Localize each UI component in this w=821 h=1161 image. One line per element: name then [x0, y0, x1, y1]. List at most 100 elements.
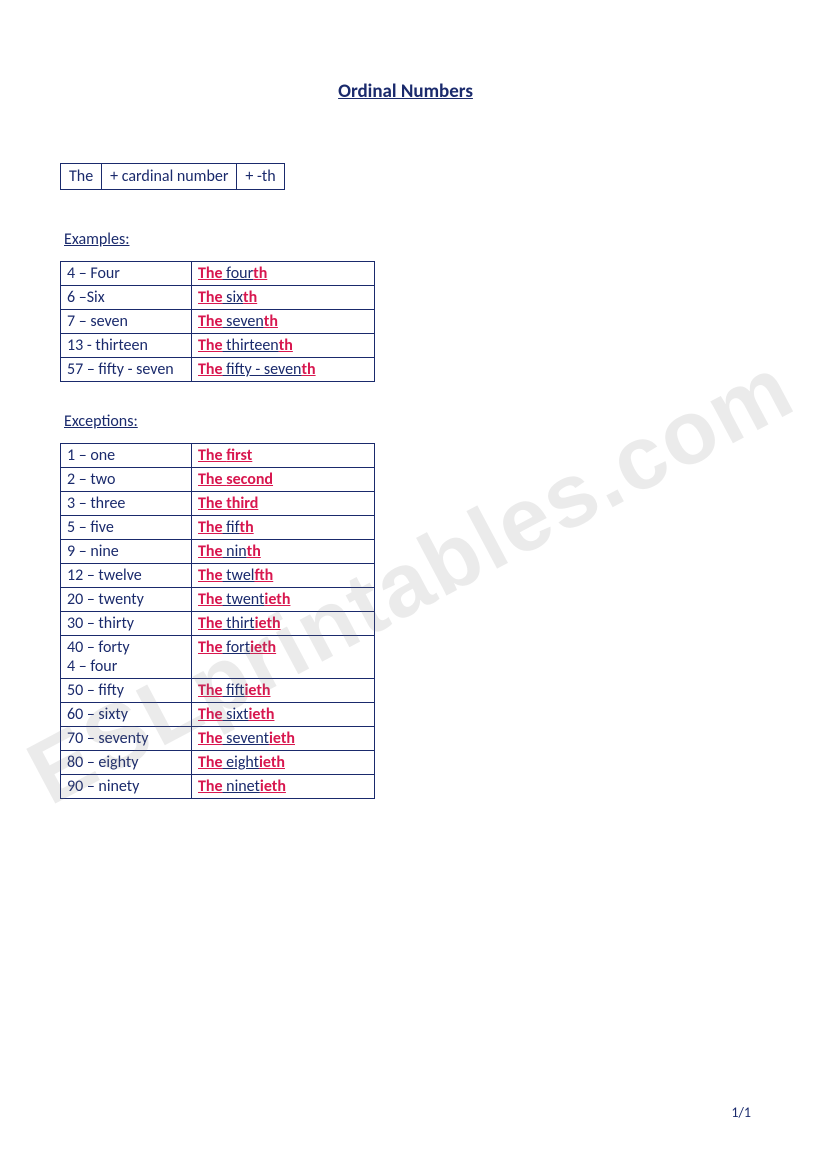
ordinal-suffix: ieth [260, 777, 286, 796]
ordinal-word: first [226, 446, 252, 465]
ordinal-the: The [198, 288, 223, 307]
ordinal-the: The [198, 566, 223, 585]
ordinal-the: The [198, 470, 226, 489]
ordinal-suffix: th [253, 264, 267, 283]
ordinal-the: The [198, 360, 223, 379]
cardinal-cell: 3 – three [61, 492, 192, 516]
cardinal-cell: 9 – nine [61, 540, 192, 564]
table-row: 6 –SixThe sixth [61, 286, 375, 310]
ordinal-stem: twel [223, 566, 255, 585]
ordinal-stem: four [223, 264, 254, 283]
ordinal-the: The [198, 336, 223, 355]
ordinal-stem: sixt [223, 705, 249, 724]
table-row: 13 - thirteenThe thirteenth [61, 334, 375, 358]
page-number: 1/1 [731, 1104, 751, 1121]
ordinal-cell: The ninth [192, 540, 375, 564]
ordinal-cell: The twentieth [192, 588, 375, 612]
ordinal-stem: thirteen [223, 336, 279, 355]
ordinal-suffix: th [247, 542, 261, 561]
ordinal-cell: The fortieth [192, 636, 375, 679]
table-row: 4 – FourThe fourth [61, 262, 375, 286]
ordinal-the: The [198, 446, 226, 465]
ordinal-word: second [226, 470, 273, 489]
ordinal-the: The [198, 312, 223, 331]
ordinal-stem: sevent [223, 729, 269, 748]
ordinal-the: The [198, 777, 223, 796]
ordinal-cell: The seventh [192, 310, 375, 334]
ordinal-the: The [198, 494, 226, 513]
ordinal-stem: nin [223, 542, 247, 561]
exceptions-heading: Exceptions: [64, 412, 751, 431]
examples-heading: Examples: [64, 230, 751, 249]
ordinal-stem: six [223, 288, 243, 307]
ordinal-cell: The seventieth [192, 727, 375, 751]
formula-cell-suffix: + -th [237, 164, 284, 190]
table-row: 12 – twelveThe twelfth [61, 564, 375, 588]
ordinal-cell: The fourth [192, 262, 375, 286]
ordinal-suffix: th [243, 288, 257, 307]
ordinal-the: The [198, 638, 223, 657]
ordinal-suffix: ieth [245, 681, 271, 700]
table-row: 50 – fiftyThe fiftieth [61, 679, 375, 703]
ordinal-stem: twent [223, 590, 265, 609]
table-row: 2 – two The second [61, 468, 375, 492]
ordinal-suffix: ieth [259, 753, 285, 772]
cardinal-cell: 80 – eighty [61, 751, 192, 775]
table-row: 57 – fifty - sevenThe fifty - seventh [61, 358, 375, 382]
cardinal-cell: 12 – twelve [61, 564, 192, 588]
ordinal-suffix: ieth [248, 705, 274, 724]
table-row: 7 – sevenThe seventh [61, 310, 375, 334]
cardinal-cell: 90 – ninety [61, 775, 192, 799]
formula-cell-cardinal: + cardinal number [102, 164, 237, 190]
ordinal-the: The [198, 681, 223, 700]
table-row: 70 – seventyThe seventieth [61, 727, 375, 751]
table-row: 90 – ninetyThe ninetieth [61, 775, 375, 799]
cardinal-cell: 6 –Six [61, 286, 192, 310]
formula-cell-the: The [61, 164, 102, 190]
ordinal-cell: The thirtieth [192, 612, 375, 636]
ordinal-the: The [198, 753, 223, 772]
cardinal-cell: 20 – twenty [61, 588, 192, 612]
cardinal-cell: 57 – fifty - seven [61, 358, 192, 382]
ordinal-cell: The fiftieth [192, 679, 375, 703]
cardinal-cell: 70 – seventy [61, 727, 192, 751]
ordinal-stem: fift [223, 681, 245, 700]
ordinal-suffix: th [240, 518, 254, 537]
examples-table: 4 – FourThe fourth6 –SixThe sixth7 – sev… [60, 261, 375, 382]
ordinal-stem: ninet [223, 777, 260, 796]
ordinal-stem: seven [223, 312, 264, 331]
formula-table: The + cardinal number + -th [60, 163, 285, 190]
table-row: 9 – nineThe ninth [61, 540, 375, 564]
ordinal-word: third [226, 494, 258, 513]
table-row: 60 – sixtyThe sixtieth [61, 703, 375, 727]
cardinal-cell: 50 – fifty [61, 679, 192, 703]
ordinal-cell: The ninetieth [192, 775, 375, 799]
ordinal-cell: The eightieth [192, 751, 375, 775]
ordinal-the: The [198, 614, 223, 633]
table-row: 30 – thirtyThe thirtieth [61, 612, 375, 636]
ordinal-suffix: ieth [264, 590, 290, 609]
ordinal-the: The [198, 542, 223, 561]
ordinal-suffix: th [301, 360, 315, 379]
cardinal-cell: 5 – five [61, 516, 192, 540]
ordinal-suffix: ieth [269, 729, 295, 748]
ordinal-stem: eight [223, 753, 259, 772]
ordinal-the: The [198, 705, 223, 724]
ordinal-cell: The third [192, 492, 375, 516]
cardinal-cell: 2 – two [61, 468, 192, 492]
cardinal-cell: 7 – seven [61, 310, 192, 334]
table-row: 5 – fiveThe fifth [61, 516, 375, 540]
table-row: 80 – eightyThe eightieth [61, 751, 375, 775]
table-row: 40 – forty4 – fourThe fortieth [61, 636, 375, 679]
ordinal-cell: The fifth [192, 516, 375, 540]
formula-row: The + cardinal number + -th [61, 164, 285, 190]
ordinal-stem: fort [223, 638, 251, 657]
ordinal-cell: The thirteenth [192, 334, 375, 358]
ordinal-stem: thirt [223, 614, 255, 633]
ordinal-the: The [198, 729, 223, 748]
ordinal-the: The [198, 518, 223, 537]
cardinal-cell: 13 - thirteen [61, 334, 192, 358]
ordinal-cell: The sixth [192, 286, 375, 310]
table-row: 1 – oneThe first [61, 444, 375, 468]
table-row: 3 – threeThe third [61, 492, 375, 516]
